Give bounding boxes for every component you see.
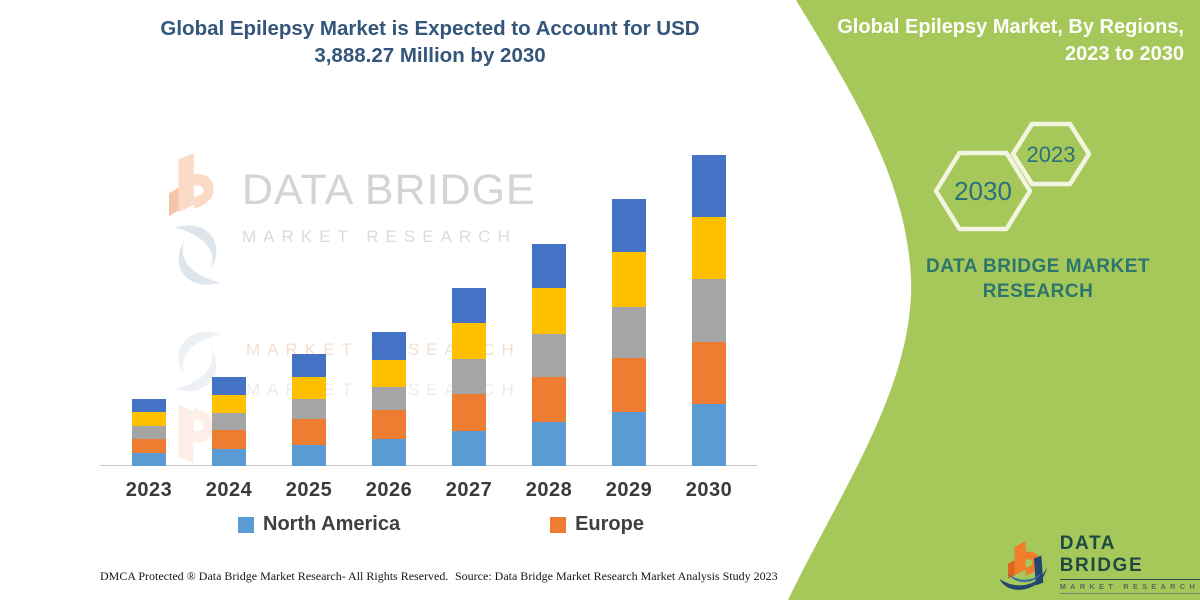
corner-logo-text: DATA BRIDGE MARKET RESEARCH	[1059, 533, 1200, 594]
bar-2030	[692, 155, 726, 466]
panel-heading-line1: Global Epilepsy Market, By Regions,	[837, 16, 1184, 38]
bar-segment-europe-2028	[532, 376, 566, 422]
x-axis-line	[100, 465, 757, 466]
x-axis-label-2025: 2025	[285, 479, 333, 501]
x-axis-label-2024: 2024	[205, 479, 253, 501]
bar-2023	[132, 399, 166, 466]
bar-segment-north-america-2028	[532, 421, 566, 466]
x-axis-label-2028: 2028	[525, 479, 573, 501]
bar-segment-series5-2023	[132, 399, 166, 413]
bar-segment-series4-2024	[212, 394, 246, 413]
bar-segment-europe-2030	[692, 341, 726, 404]
corner-logo-sub-text: MARKET RESEARCH	[1059, 580, 1200, 594]
legend-item-north-america: North America	[238, 513, 400, 536]
legend-swatch-icon	[550, 516, 567, 533]
hexagon-2023-label: 2023	[1027, 142, 1076, 167]
chart-title-line2: 3,888.27 Million by 2030	[314, 44, 546, 67]
bar-segment-north-america-2026	[372, 438, 406, 466]
bar-segment-north-america-2023	[132, 452, 166, 466]
bar-segment-europe-2023	[132, 438, 166, 453]
bar-segment-series3-2025	[292, 399, 326, 420]
year-hexagons: 2030 2023	[933, 121, 1092, 232]
bar-segment-europe-2026	[372, 410, 406, 439]
bar-segment-series4-2030	[692, 216, 726, 280]
bar-segment-series5-2030	[692, 155, 726, 217]
bar-segment-series5-2029	[612, 198, 646, 252]
dbmr-brand-line1: DATA BRIDGE MARKET	[926, 256, 1150, 277]
x-axis-label-2029: 2029	[605, 479, 653, 501]
bar-segment-series5-2026	[372, 331, 406, 360]
bar-segment-series4-2028	[532, 288, 566, 335]
chart-legend: North America Europe	[238, 513, 644, 536]
x-axis-label-2026: 2026	[365, 479, 413, 501]
bar-segment-series3-2023	[132, 426, 166, 439]
bar-2025	[292, 354, 326, 466]
green-panel-shape	[788, 0, 1200, 600]
dbmr-brand-heading: DATA BRIDGE MARKET RESEARCH	[918, 254, 1158, 304]
bar-segment-series4-2023	[132, 412, 166, 427]
watermark-sub-text: MARKET RESEARCH	[242, 227, 517, 246]
bar-segment-series5-2027	[452, 287, 486, 323]
bar-segment-series5-2024	[212, 377, 246, 395]
watermark-logo-icon	[169, 153, 221, 464]
hexagon-2030-outline	[933, 150, 1033, 232]
bar-segment-north-america-2024	[212, 448, 246, 466]
bar-segment-series3-2027	[452, 359, 486, 394]
bar-segment-series3-2030	[692, 279, 726, 342]
bar-segment-north-america-2025	[292, 445, 326, 466]
legend-item-europe: Europe	[550, 513, 644, 536]
bar-chart-plot: 2023 2024 2025 2026 2027 2028 2029 2030	[100, 155, 757, 501]
bar-2027	[452, 287, 486, 466]
dbmr-logo-icon	[999, 540, 1048, 590]
footer-dmca-text: DMCA Protected ® Data Bridge Market Rese…	[100, 569, 449, 583]
legend-label: Europe	[575, 513, 644, 535]
bar-segment-europe-2027	[452, 393, 486, 431]
corner-logo-brand-text: DATA BRIDGE	[1059, 533, 1200, 580]
bar-2026	[372, 331, 406, 466]
bar-segment-series3-2029	[612, 306, 646, 359]
hexagon-2030-label: 2030	[954, 176, 1012, 206]
x-axis-label-2023: 2023	[125, 479, 173, 501]
bar-segment-series4-2027	[452, 322, 486, 360]
bar-segment-series3-2024	[212, 412, 246, 430]
bar-segment-series3-2026	[372, 386, 406, 411]
bar-segment-series4-2029	[612, 251, 646, 307]
bar-segment-europe-2025	[292, 419, 326, 446]
corner-logo: DATA BRIDGE MARKET RESEARCH	[995, 533, 1200, 594]
bar-segment-north-america-2027	[452, 430, 486, 466]
bar-segment-europe-2024	[212, 429, 246, 449]
bar-segment-north-america-2029	[612, 411, 646, 466]
bar-segment-europe-2029	[612, 358, 646, 412]
legend-label: North America	[263, 513, 401, 535]
x-axis-label-2027: 2027	[445, 479, 493, 501]
legend-swatch-icon	[238, 516, 254, 533]
bar-2028	[532, 243, 566, 466]
chart-title: Global Epilepsy Market is Expected to Ac…	[150, 15, 710, 69]
panel-heading-line2: 2023 to 2030	[1065, 43, 1184, 65]
panel-heading: Global Epilepsy Market, By Regions, 2023…	[824, 14, 1184, 68]
bar-segment-series4-2026	[372, 359, 406, 387]
bar-2024	[212, 377, 246, 466]
bar-segment-series3-2028	[532, 334, 566, 377]
bar-2029	[612, 198, 646, 466]
hexagon-2023-outline	[1010, 121, 1092, 187]
x-axis-label-2030: 2030	[685, 479, 733, 501]
footer-source-text: Source: Data Bridge Market Research Mark…	[455, 569, 778, 583]
bar-segment-north-america-2030	[692, 403, 726, 466]
chart-title-line1: Global Epilepsy Market is Expected to Ac…	[160, 17, 700, 40]
bar-segment-series4-2025	[292, 376, 326, 400]
bar-segment-series5-2025	[292, 354, 326, 377]
dbmr-brand-line2: RESEARCH	[982, 281, 1094, 302]
bar-segment-series5-2028	[532, 243, 566, 289]
